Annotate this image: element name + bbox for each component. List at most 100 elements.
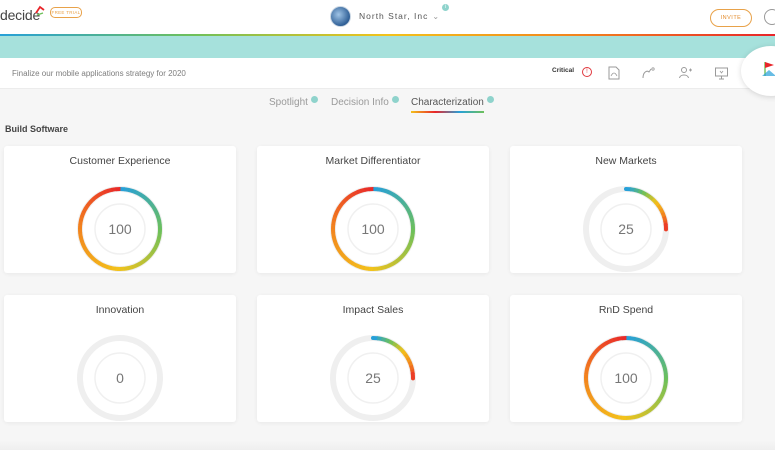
tab-characterization[interactable]: Characterization xyxy=(411,96,494,113)
gauge-arc-segment xyxy=(341,254,348,261)
gauge-arc-segment xyxy=(131,189,138,195)
gauge-arc-segment xyxy=(648,406,655,413)
gauge-arc-segment xyxy=(83,203,90,211)
gauge-arc-segment xyxy=(398,254,405,261)
metric-card[interactable]: RnD Spend 100 xyxy=(510,295,742,422)
gauge-arc-segment xyxy=(355,263,362,269)
gauge-arc-segment xyxy=(388,261,394,268)
gauge-arc-segment xyxy=(145,197,152,204)
gauge-arc-segment xyxy=(648,344,655,351)
gauge: 100 xyxy=(330,186,416,272)
gauge-arc-segment xyxy=(351,261,358,268)
gauge-arc-segment xyxy=(331,219,336,226)
gauge: 100 xyxy=(77,186,163,272)
gauge-arc-segment xyxy=(629,187,636,192)
gauge-arc-segment xyxy=(331,236,337,242)
flag-button[interactable] xyxy=(741,46,775,96)
gauge-arc-segment xyxy=(391,341,399,348)
gauge-arc-segment xyxy=(364,187,370,192)
gauge-arc-segment xyxy=(83,247,90,254)
gauge: 100 xyxy=(583,335,669,421)
app-logo[interactable]: decide xyxy=(0,5,45,23)
gauge-arc-segment xyxy=(398,346,405,353)
gauge-arc-segment xyxy=(398,197,405,204)
invite-button[interactable]: INVITE xyxy=(710,9,752,27)
gauge-arc-segment xyxy=(154,211,161,218)
gauge-arc-segment xyxy=(409,236,415,243)
gauge-arc-segment xyxy=(127,187,134,193)
gauge-arc-segment xyxy=(641,190,648,197)
gauge-arc-segment xyxy=(409,365,415,371)
gauge-arc-segment xyxy=(633,336,640,342)
gauge-arc-segment xyxy=(662,365,668,371)
gauge-arc-segment xyxy=(651,403,658,410)
metric-card[interactable]: Innovation 0 xyxy=(4,295,236,422)
gauge-arc-segment xyxy=(156,216,162,222)
metric-card[interactable]: New Markets 25 xyxy=(510,146,742,273)
gauge-arc-segment xyxy=(612,414,619,420)
gauge-arc-segment xyxy=(94,259,102,266)
gauge-arc-segment xyxy=(347,259,355,266)
gauge-arc-segment xyxy=(594,403,601,410)
gauge-arc-segment xyxy=(352,190,358,197)
gauge-arc-segment xyxy=(391,259,398,266)
gauge-arc-segment xyxy=(644,341,652,348)
gauge-arc-segment xyxy=(154,240,160,247)
gauge-arc-segment xyxy=(648,195,655,202)
gauge-arc-segment xyxy=(662,216,668,222)
logo-mark-icon xyxy=(35,5,45,16)
info-icon[interactable] xyxy=(486,96,494,103)
metric-card[interactable]: Market Differentiator 100 xyxy=(257,146,489,273)
gauge-arc-segment xyxy=(359,265,366,271)
chat-icon[interactable] xyxy=(764,9,775,25)
gauge-arc-segment xyxy=(380,336,387,342)
pdf-icon[interactable] xyxy=(608,66,620,80)
gauge-arc-segment xyxy=(651,346,658,353)
gauge-arc-segment xyxy=(380,265,386,271)
tab-label: Spotlight xyxy=(269,97,308,108)
tab-decision-info[interactable]: Decision Info xyxy=(331,96,399,108)
gauge-arc-segment xyxy=(629,415,635,420)
gauge-arc-segment xyxy=(85,251,92,258)
gauge-value: 25 xyxy=(365,370,381,386)
org-switcher[interactable]: North Star, Inc ⌄ i xyxy=(330,4,449,27)
info-icon[interactable] xyxy=(310,96,318,103)
gauge-arc-segment xyxy=(410,220,415,226)
gauge-arc-segment xyxy=(344,256,351,263)
active-tab-underline xyxy=(411,111,484,113)
decision-title: Finalize our mobile applications strateg… xyxy=(12,69,186,78)
gauge-arc-segment xyxy=(405,244,412,251)
gauge-arc xyxy=(330,186,416,272)
gauge-arc-segment xyxy=(81,207,88,214)
gauge-arc-segment xyxy=(641,339,648,346)
present-icon[interactable] xyxy=(714,66,729,80)
gauge-arc-segment xyxy=(405,357,412,363)
gauge-arc-segment xyxy=(157,220,162,226)
gauge-arc xyxy=(77,186,163,272)
tab-spotlight[interactable]: Spotlight xyxy=(269,96,318,108)
gauge-arc-segment xyxy=(135,261,141,268)
gauge-arc-segment xyxy=(81,244,88,250)
bottom-edge xyxy=(0,440,775,450)
gauge-arc-segment xyxy=(395,344,402,351)
gauge-arc-segment xyxy=(407,360,414,367)
gauge-center xyxy=(600,352,652,404)
gauge-arc-segment xyxy=(616,415,623,420)
org-avatar xyxy=(330,5,351,27)
metric-card[interactable]: Impact Sales 25 xyxy=(257,295,489,422)
gauge-center xyxy=(94,203,146,255)
gauge-arc-segment xyxy=(403,353,410,360)
gauge-arc-segment xyxy=(78,215,84,222)
free-trial-badge[interactable]: FREE TRIAL xyxy=(50,7,82,18)
gauge-arc-segment xyxy=(405,208,412,214)
gauge-arc-segment xyxy=(102,263,109,269)
info-icon[interactable]: i xyxy=(442,4,449,11)
metric-card[interactable]: Customer Experience 100 xyxy=(4,146,236,273)
gauge-arc-segment xyxy=(658,208,665,214)
gauge-arc-segment xyxy=(656,396,663,404)
gauge-arc-segment xyxy=(663,369,668,375)
add-user-icon[interactable] xyxy=(678,66,693,80)
gauge-arc-segment xyxy=(660,389,666,396)
assign-icon[interactable] xyxy=(641,66,657,80)
info-icon[interactable] xyxy=(391,96,399,103)
